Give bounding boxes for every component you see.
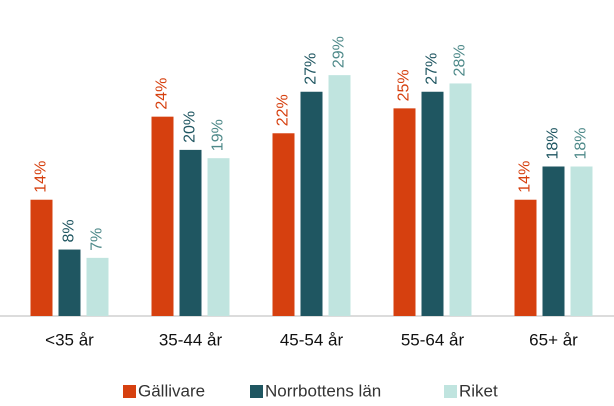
value-label: 25% xyxy=(396,69,413,101)
bar xyxy=(514,199,537,316)
bar xyxy=(300,91,323,316)
bar xyxy=(272,133,295,316)
value-label: 27% xyxy=(424,53,441,85)
value-label: 22% xyxy=(275,94,292,126)
bar xyxy=(542,166,565,316)
value-label: 7% xyxy=(89,228,106,251)
bar xyxy=(570,166,593,316)
legend-label: Gällivare xyxy=(138,381,205,400)
bar xyxy=(207,158,230,316)
legend-swatch xyxy=(123,385,136,398)
bar xyxy=(179,149,202,316)
bar xyxy=(86,257,109,316)
value-label: 14% xyxy=(33,161,50,193)
legend-swatch xyxy=(250,385,263,398)
legend-label: Norrbottens län xyxy=(265,381,381,400)
bar xyxy=(58,249,81,316)
value-label: 20% xyxy=(182,111,199,143)
value-label: 28% xyxy=(452,44,469,76)
x-tick-label: 55-64 år xyxy=(401,330,465,349)
legend-swatch xyxy=(444,385,457,398)
bar xyxy=(30,199,53,316)
bar xyxy=(421,91,444,316)
value-label: 19% xyxy=(210,119,227,151)
value-label: 29% xyxy=(331,36,348,68)
x-tick-label: 65+ år xyxy=(529,330,578,349)
x-tick-label: 45-54 år xyxy=(280,330,344,349)
value-label: 24% xyxy=(154,78,171,110)
value-label: 27% xyxy=(303,53,320,85)
bar xyxy=(393,108,416,316)
bar xyxy=(449,83,472,316)
value-label: 14% xyxy=(517,161,534,193)
value-label: 8% xyxy=(61,219,78,242)
bar xyxy=(328,75,351,316)
bar xyxy=(151,116,174,317)
x-tick-label: 35-44 år xyxy=(159,330,223,349)
value-label: 18% xyxy=(545,127,562,159)
value-label: 18% xyxy=(573,127,590,159)
legend-label: Riket xyxy=(459,381,498,400)
x-tick-label: <35 år xyxy=(45,330,94,349)
